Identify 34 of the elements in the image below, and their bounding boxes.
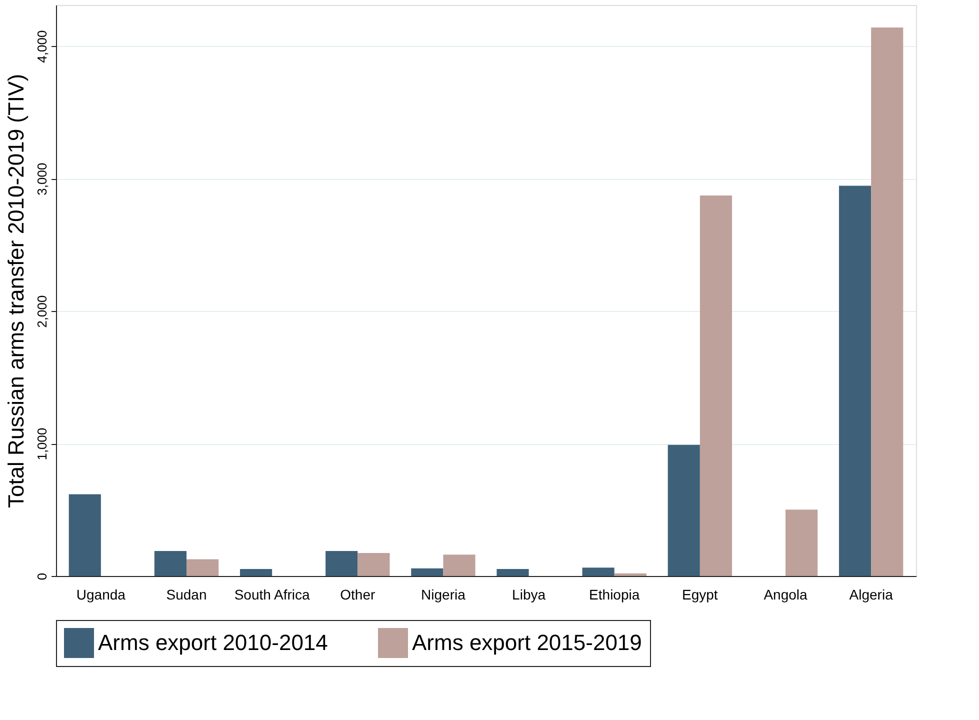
bar — [411, 568, 444, 576]
x-tick-label: Other — [340, 586, 376, 602]
bar — [838, 186, 872, 576]
bar — [186, 559, 219, 576]
y-tick-label: 3,000 — [34, 162, 50, 196]
x-tick-label: Angola — [764, 586, 808, 602]
bar — [326, 550, 358, 576]
x-tick-label: South Africa — [234, 586, 310, 602]
bar — [68, 494, 101, 576]
x-tick-label: Ethiopia — [589, 586, 640, 602]
bar — [614, 573, 646, 576]
x-tick-label: Algeria — [849, 586, 894, 602]
x-tick-label: Sudan — [166, 586, 207, 602]
x-tick-label: Uganda — [76, 586, 126, 602]
bar — [786, 510, 818, 576]
bar — [582, 568, 614, 576]
x-tick-label: Nigeria — [421, 586, 466, 602]
legend-label: Arms export 2010-2014 — [98, 630, 328, 655]
bar — [668, 444, 700, 576]
legend-label: Arms export 2015-2019 — [412, 630, 642, 655]
y-tick-label: 1,000 — [34, 428, 50, 460]
x-tick-label: Egypt — [682, 586, 718, 602]
y-tick-label: 4,000 — [34, 30, 50, 63]
bar — [871, 28, 904, 576]
bar — [443, 554, 476, 576]
bar — [496, 568, 529, 576]
x-tick-label: Libya — [512, 586, 546, 602]
bar — [240, 568, 272, 576]
y-tick-label: 0 — [34, 572, 50, 580]
bar — [700, 196, 732, 576]
bar — [154, 550, 186, 576]
y-axis-title: Total Russian arms transfer 2010-2019 (TIV) — [4, 74, 28, 508]
y-tick-label: 2,000 — [34, 295, 50, 328]
bar — [358, 552, 390, 576]
